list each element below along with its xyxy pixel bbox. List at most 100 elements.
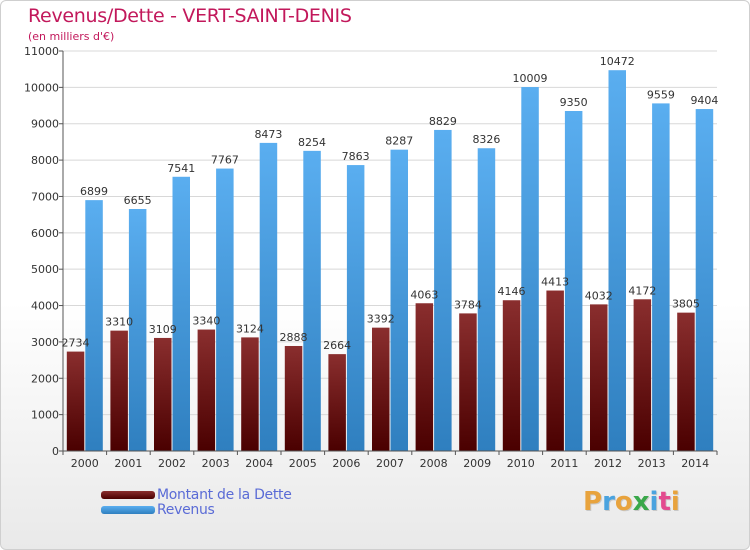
data-label-revenus-2000: 6899	[80, 185, 108, 198]
y-tick-label: 1000	[31, 409, 59, 422]
bar-dette-2008	[415, 303, 434, 451]
bar-chart: 0 1000 2000 3000 4000 5000 6000 7000 8000 9000 100…	[24, 45, 719, 470]
data-label-dette-2006: 2664	[323, 339, 351, 352]
bar-dette-2010	[502, 300, 521, 451]
data-label-revenus-2011: 9350	[560, 96, 588, 109]
y-tick-label: 7000	[31, 190, 59, 203]
data-label-dette-2007: 3392	[367, 313, 395, 326]
y-tick-label: 9000	[31, 118, 59, 131]
bar-revenus-2007	[390, 149, 408, 451]
data-label-revenus-2007: 8287	[385, 135, 413, 148]
x-tick-label: 2006	[332, 457, 360, 470]
data-label-dette-2000: 2734	[62, 337, 90, 350]
bar-revenus-2005	[303, 150, 321, 451]
bars	[66, 70, 714, 452]
bar-dette-2006	[328, 354, 346, 451]
data-label-revenus-2002: 7541	[167, 162, 195, 175]
y-tick-label: 0	[52, 445, 59, 458]
y-tick-label: 5000	[31, 263, 59, 276]
legend-label-revenus: Revenus	[157, 501, 215, 518]
bar-dette-2014	[677, 312, 695, 451]
bar-revenus-2003	[216, 168, 234, 451]
bar-dette-2007	[372, 327, 390, 451]
data-label-revenus-2001: 6655	[124, 194, 152, 207]
y-tick-label: 2000	[31, 372, 59, 385]
logo-letter: P	[583, 487, 603, 517]
chart-title: Revenus/Dette - VERT-SAINT-DENIS	[28, 5, 352, 27]
data-label-revenus-2010: 10009	[513, 72, 548, 85]
y-axis: 0 1000 2000 3000 4000 5000 6000 7000 8000 9000 100…	[24, 45, 64, 458]
data-label-dette-2011: 4413	[541, 276, 569, 289]
bar-revenus-2000	[85, 200, 103, 451]
x-tick-label: 2013	[638, 457, 666, 470]
y-tick-label: 3000	[31, 336, 59, 349]
x-tick-label: 2007	[376, 457, 404, 470]
bar-revenus-2008	[434, 129, 452, 452]
bar-dette-2004	[241, 337, 259, 451]
x-tick-label: 2002	[158, 457, 186, 470]
chart-subtitle: (en milliers d'€)	[28, 30, 115, 43]
logo-letter: t	[658, 487, 671, 517]
bar-dette-2003	[197, 329, 216, 451]
bar-dette-2013	[633, 299, 652, 451]
data-labels: 2734 6899 3310 6655 3109 7541 3340 7767 3124 8473…	[62, 55, 719, 352]
data-label-dette-2002: 3109	[149, 323, 177, 336]
data-label-revenus-2003: 7767	[211, 154, 239, 167]
bar-revenus-2010	[521, 87, 539, 451]
logo-letter: r	[602, 487, 615, 517]
x-tick-label: 2014	[681, 457, 709, 470]
legend-item-dette: Montant de la Dette	[101, 486, 292, 503]
legend-item-revenus: Revenus	[101, 501, 292, 518]
data-label-dette-2009: 3784	[454, 298, 482, 311]
y-tick-label: 6000	[31, 227, 59, 240]
bar-revenus-2013	[652, 103, 670, 452]
data-label-revenus-2012: 10472	[600, 55, 635, 68]
data-label-dette-2014: 3805	[672, 298, 700, 311]
logo-letter: i	[670, 487, 680, 517]
x-tick-label: 2010	[507, 457, 535, 470]
bar-dette-2012	[590, 304, 608, 451]
data-label-dette-2012: 4032	[585, 289, 613, 302]
bar-revenus-2006	[346, 165, 365, 451]
data-label-dette-2004: 3124	[236, 322, 264, 335]
legend-label-dette: Montant de la Dette	[157, 486, 292, 503]
y-tick-label: 4000	[31, 300, 59, 313]
proxiti-logo: Proxiti	[583, 487, 680, 517]
grid-lines	[63, 50, 717, 452]
y-tick-label: 11000	[24, 45, 59, 58]
bar-revenus-2004	[259, 142, 278, 451]
x-tick-label: 2004	[245, 457, 273, 470]
x-tick-label: 2008	[420, 457, 448, 470]
data-label-revenus-2008: 8829	[429, 115, 457, 128]
bar-revenus-2014	[695, 109, 714, 451]
bar-dette-2005	[284, 345, 303, 451]
data-label-dette-2001: 3310	[105, 316, 133, 329]
data-label-revenus-2005: 8254	[298, 136, 326, 149]
legend-swatch-dette	[101, 490, 155, 499]
x-axis: 2000 2001 2002 2003 2004 2005 2006 2007 2008 2009…	[62, 450, 718, 470]
x-tick-label: 2001	[114, 457, 142, 470]
data-label-revenus-2004: 8473	[254, 128, 282, 141]
legend: Montant de la Dette Revenus	[101, 486, 292, 518]
data-label-revenus-2013: 9559	[647, 88, 675, 101]
bar-dette-2009	[459, 313, 477, 451]
data-label-dette-2013: 4172	[628, 284, 656, 297]
x-tick-label: 2012	[594, 457, 622, 470]
data-label-dette-2005: 2888	[280, 331, 308, 344]
bar-revenus-2011	[564, 111, 583, 451]
bar-revenus-2001	[128, 209, 147, 451]
bar-dette-2011	[546, 290, 564, 451]
legend-swatch-revenus	[101, 505, 155, 514]
bar-revenus-2009	[477, 148, 496, 451]
y-tick-label: 10000	[24, 81, 59, 94]
logo-letter: o	[614, 487, 633, 517]
data-label-dette-2003: 3340	[192, 315, 220, 328]
bar-dette-2002	[154, 337, 172, 451]
data-label-revenus-2009: 8326	[472, 133, 500, 146]
logo-letter: x	[632, 487, 650, 517]
y-tick-label: 8000	[31, 154, 59, 167]
data-label-dette-2010: 4146	[498, 285, 526, 298]
x-tick-label: 2000	[71, 457, 99, 470]
bar-revenus-2012	[608, 70, 626, 451]
